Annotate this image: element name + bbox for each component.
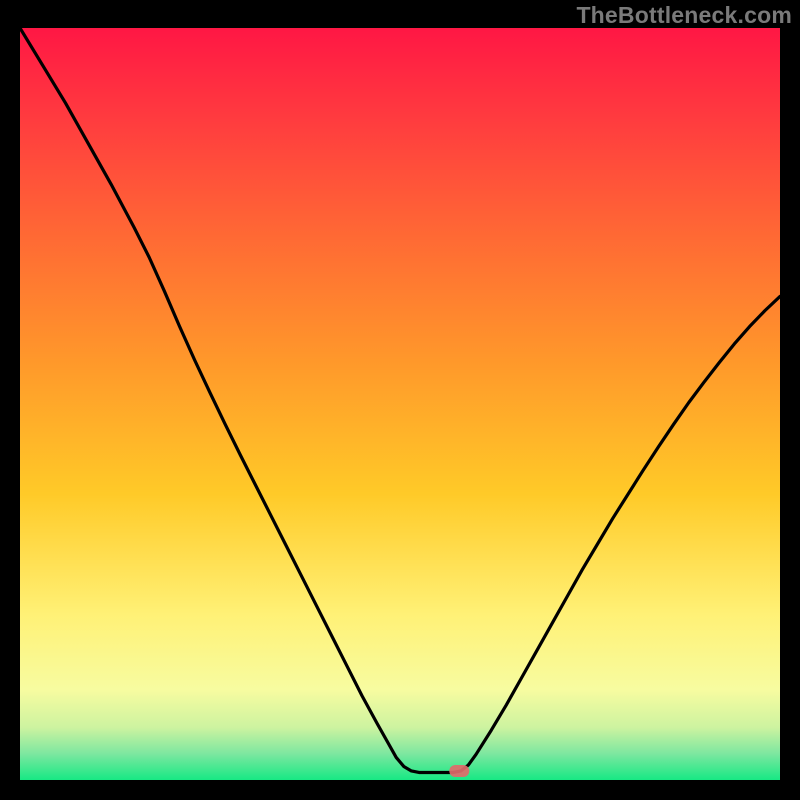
plot-area [20,28,780,780]
gradient-background [20,28,780,780]
watermark-text: TheBottleneck.com [576,2,792,29]
bottleneck-chart [20,28,780,780]
chart-frame: TheBottleneck.com [0,0,800,800]
optimum-marker [449,765,469,777]
